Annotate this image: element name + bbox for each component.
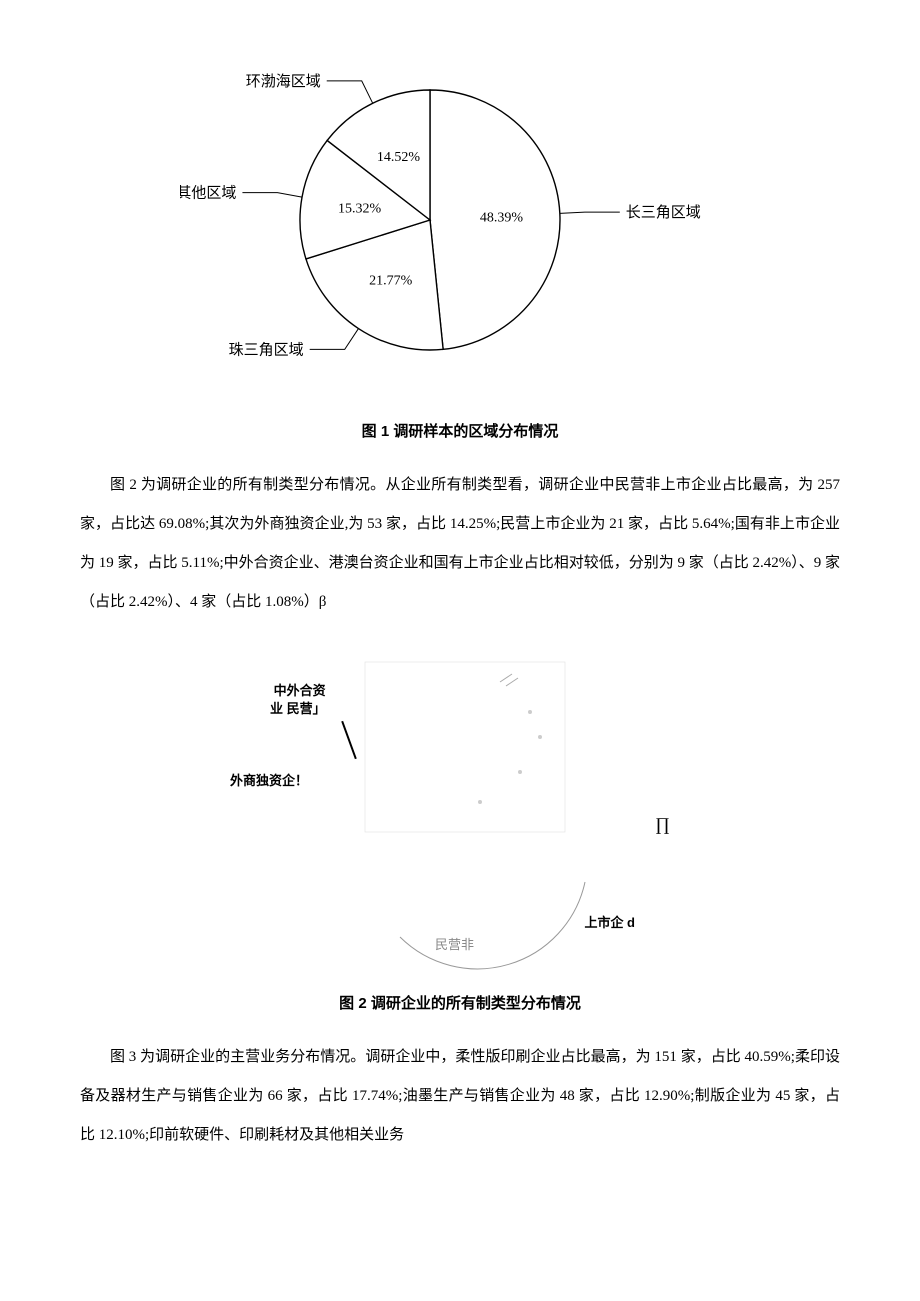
dot-2 bbox=[538, 735, 542, 739]
pie-value-label: 15.32% bbox=[338, 201, 382, 216]
chart2-caption: 图 2 调研企业的所有制类型分布情况 bbox=[80, 992, 840, 1013]
pie-category-label: 珠三角区域 bbox=[229, 341, 304, 358]
pie-leader-line bbox=[310, 329, 359, 350]
pie-value-label: 14.52% bbox=[377, 150, 421, 165]
dot-4 bbox=[478, 800, 482, 804]
region-pie-chart: 48.39% 长三角区域 21.77% 珠三角区域 15.32% 其他区域 14.52% 环渤… bbox=[80, 60, 840, 400]
ownership-chart-svg bbox=[220, 642, 700, 972]
pie-category-label: 其他区域 bbox=[180, 185, 236, 202]
region-pie-svg: 48.39% 长三角区域 21.77% 珠三角区域 15.32% 其他区域 14.52% 环渤… bbox=[180, 60, 740, 400]
paragraph-business-distribution: 图 3 为调研企业的主营业务分布情况。调研企业中，柔性版印刷企业占比最高，为 1… bbox=[80, 1038, 840, 1155]
pie-leader-line bbox=[560, 212, 620, 213]
pie-leader-line bbox=[242, 193, 302, 197]
chart1-caption: 图 1 调研样本的区域分布情况 bbox=[80, 420, 840, 441]
ownership-chart-region: 中外合资 业 民营」 外商独资企！ ∏ 上市企 d 民营非 bbox=[220, 642, 700, 972]
pie-category-label: 长三角区域 bbox=[626, 204, 701, 221]
pie-category-label: 环渤海区域 bbox=[246, 73, 321, 90]
pie-leader-line bbox=[327, 81, 373, 103]
faint-box bbox=[365, 662, 565, 832]
hash-marks bbox=[500, 674, 518, 686]
pie-value-label: 48.39% bbox=[480, 210, 524, 225]
paragraph-ownership-distribution: 图 2 为调研企业的所有制类型分布情况。从企业所有制类型看，调研企业中民营非上市… bbox=[80, 466, 840, 622]
dot-3 bbox=[518, 770, 522, 774]
pie-value-label: 21.77% bbox=[369, 274, 413, 289]
dot-1 bbox=[528, 710, 532, 714]
partial-arc bbox=[400, 882, 585, 969]
